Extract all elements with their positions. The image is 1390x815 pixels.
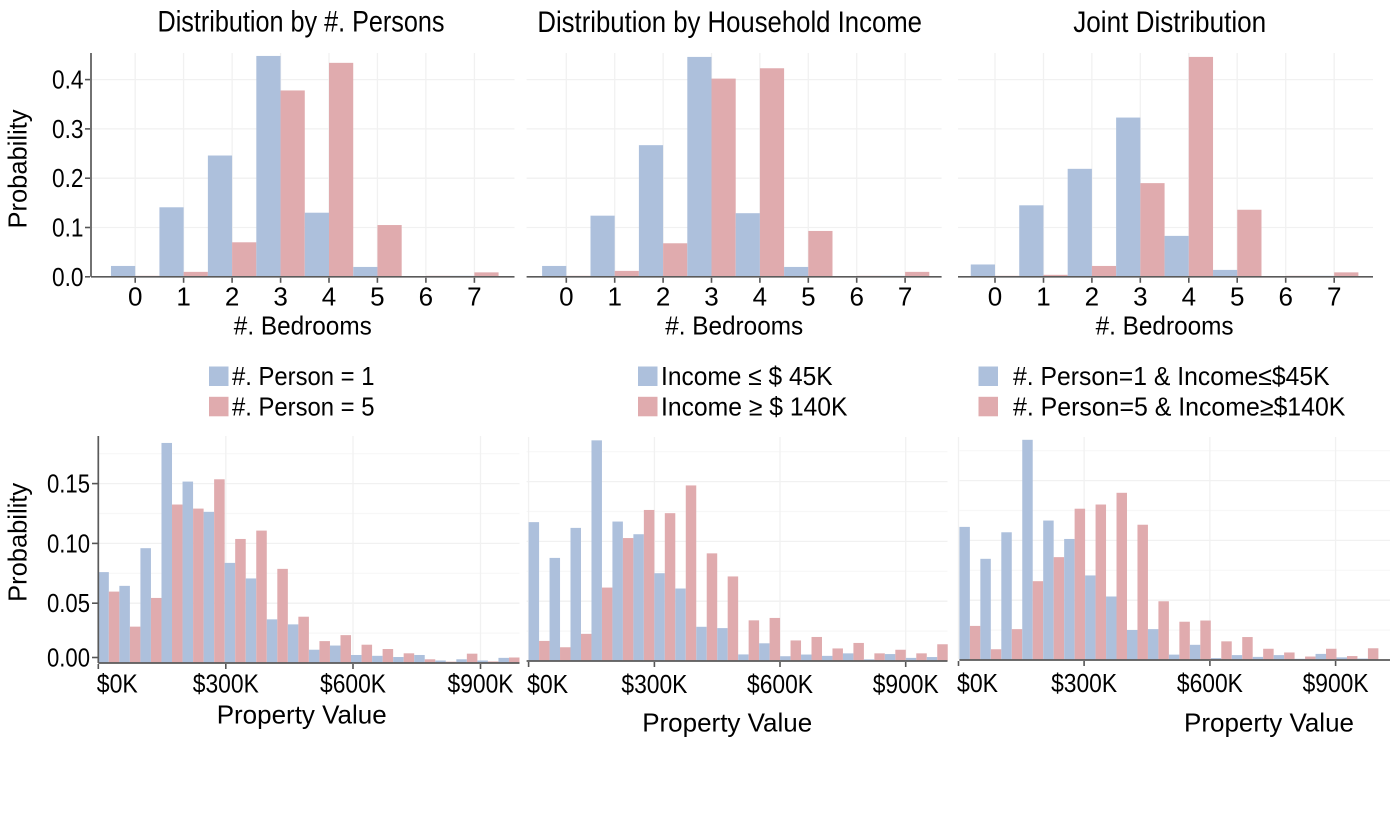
svg-text:#. Bedrooms: #. Bedrooms <box>1096 311 1234 341</box>
svg-text:1: 1 <box>607 282 621 312</box>
svg-text:#. Bedrooms: #. Bedrooms <box>234 311 372 341</box>
svg-text:Property Value: Property Value <box>217 700 387 730</box>
svg-text:0.10: 0.10 <box>47 528 90 558</box>
svg-text:$600K: $600K <box>320 669 387 699</box>
svg-text:3: 3 <box>273 282 287 312</box>
svg-text:6: 6 <box>849 282 863 312</box>
svg-text:7: 7 <box>1327 282 1341 312</box>
svg-text:0: 0 <box>128 282 142 312</box>
svg-text:5: 5 <box>1230 282 1244 312</box>
svg-text:7: 7 <box>467 282 481 312</box>
svg-text:Property Value: Property Value <box>642 707 812 737</box>
svg-text:0.1: 0.1 <box>52 213 84 243</box>
svg-text:Probability: Probability <box>3 110 33 229</box>
svg-text:6: 6 <box>1278 282 1292 312</box>
svg-text:#. Person = 1: #. Person = 1 <box>232 361 375 391</box>
svg-text:$300K: $300K <box>1051 668 1118 698</box>
svg-text:$900K: $900K <box>448 669 515 699</box>
svg-text:$900K: $900K <box>1303 668 1370 698</box>
svg-text:5: 5 <box>801 282 815 312</box>
svg-text:6: 6 <box>419 282 433 312</box>
svg-text:3: 3 <box>1133 282 1147 312</box>
svg-text:4: 4 <box>322 282 336 312</box>
svg-text:0.0: 0.0 <box>52 262 84 292</box>
svg-text:0.00: 0.00 <box>47 643 90 673</box>
svg-text:Joint Distribution: Joint Distribution <box>1073 6 1266 39</box>
svg-text:Income ≥ $ 140K: Income ≥ $ 140K <box>661 391 848 421</box>
svg-text:$0K: $0K <box>957 668 999 698</box>
svg-text:0.4: 0.4 <box>52 65 84 95</box>
svg-text:2: 2 <box>1085 282 1099 312</box>
svg-text:4: 4 <box>1182 282 1196 312</box>
svg-text:Distribution by Household Inco: Distribution by Household Income <box>537 6 922 39</box>
svg-text:1: 1 <box>1036 282 1050 312</box>
svg-text:$300K: $300K <box>193 669 260 699</box>
svg-text:4: 4 <box>753 282 767 312</box>
svg-text:0.3: 0.3 <box>52 114 84 144</box>
svg-text:#. Person=5 & Income≥$140K: #. Person=5 & Income≥$140K <box>1013 391 1346 421</box>
svg-text:$600K: $600K <box>1177 668 1244 698</box>
svg-text:7: 7 <box>898 282 912 312</box>
svg-text:#. Person=1 & Income≤$45K: #. Person=1 & Income≤$45K <box>1013 361 1330 391</box>
svg-text:$300K: $300K <box>621 669 688 699</box>
svg-text:0.2: 0.2 <box>52 163 84 193</box>
svg-text:$600K: $600K <box>747 669 814 699</box>
svg-text:3: 3 <box>704 282 718 312</box>
svg-text:0: 0 <box>988 282 1002 312</box>
svg-text:Distribution by #. Persons: Distribution by #. Persons <box>158 6 445 39</box>
svg-text:#. Bedrooms: #. Bedrooms <box>665 311 803 341</box>
svg-text:$900K: $900K <box>873 669 940 699</box>
svg-text:#. Person = 5: #. Person = 5 <box>232 391 375 421</box>
svg-text:2: 2 <box>225 282 239 312</box>
svg-text:0.05: 0.05 <box>47 588 90 618</box>
svg-text:0.15: 0.15 <box>47 469 90 499</box>
svg-text:$0K: $0K <box>97 669 139 699</box>
svg-text:5: 5 <box>370 282 384 312</box>
svg-text:Probability: Probability <box>3 483 33 602</box>
svg-text:2: 2 <box>656 282 670 312</box>
svg-text:1: 1 <box>176 282 190 312</box>
svg-text:Income ≤ $ 45K: Income ≤ $ 45K <box>661 361 833 391</box>
svg-text:Property Value: Property Value <box>1184 708 1354 738</box>
svg-text:0: 0 <box>559 282 573 312</box>
svg-text:$0K: $0K <box>527 669 569 699</box>
